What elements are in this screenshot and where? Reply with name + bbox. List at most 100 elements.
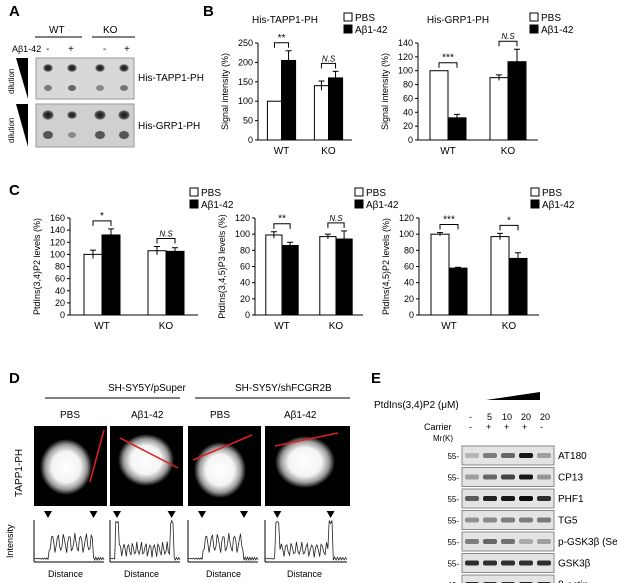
chart2-legend-swatch — [189, 199, 199, 209]
e-blot-band — [501, 560, 515, 566]
e-blots: 55- AT180 55- CP13 55- PHF1 55- TG5 55- p-GSK3β (… — [447, 445, 617, 583]
a-sign-4: + — [124, 44, 130, 55]
d-profiles — [33, 511, 348, 563]
chart2-bar — [101, 234, 121, 316]
e-blot-band — [483, 453, 497, 458]
d-col-1: PBS — [60, 410, 80, 421]
chart3-ylabel: PtdIns(3,4,5)P3 levels (%) — [217, 214, 227, 319]
a-blot-tapp1 — [35, 57, 135, 100]
e-dose-5: 20 — [540, 412, 550, 422]
e-blot-label: TG5 — [558, 516, 578, 527]
chart1-xtick-label: WT — [440, 146, 456, 157]
chart4-bar — [448, 267, 468, 316]
chart3-legend-label: Aβ1-42 — [366, 200, 399, 211]
e-carrier-2: + — [486, 422, 491, 432]
chart3-sig-label: ** — [278, 214, 286, 225]
chart0-bar — [313, 85, 329, 141]
e-blot-mw: 55- — [447, 452, 459, 461]
chart2-ytick-label: 20 — [55, 298, 65, 308]
chart1-legend-swatch — [529, 24, 539, 34]
e-blot-band — [537, 496, 551, 501]
chart3-ytick-label: 0 — [245, 310, 250, 320]
chart2-sig-label: * — [100, 211, 104, 222]
e-dose-4: 20 — [521, 412, 531, 422]
chart0-ytick-label: 150 — [238, 77, 253, 87]
chart4-legend-swatch — [530, 199, 540, 209]
chart2-legend-swatch — [189, 187, 199, 197]
chart2-sig-bracket — [156, 237, 176, 244]
chart1-legend-label: Aβ1-42 — [541, 25, 574, 36]
d-y-label: Intensity — [5, 524, 15, 558]
chart4-sig-label: *** — [443, 215, 455, 226]
d-peak-arrow — [273, 511, 282, 518]
d-col-2: Aβ1-42 — [131, 410, 164, 421]
chart2-ylabel: PtdIns(3,4)P2 levels (%) — [32, 218, 42, 315]
d-peak-arrow — [167, 511, 176, 518]
chart4-legend-label: Aβ1-42 — [542, 200, 575, 211]
chart2-legend-label: PBS — [201, 188, 221, 199]
chart0-legend-swatch — [343, 24, 353, 34]
a-blot-tapp1-dots — [43, 64, 129, 91]
chart1-ylabel: Signal intensity (%) — [380, 53, 390, 130]
chart3-bar — [335, 238, 353, 316]
chart3-xtick-label: WT — [274, 321, 290, 332]
chart1-ytick-label: 100 — [398, 66, 413, 76]
chart4-legend-label: PBS — [542, 188, 562, 199]
chart1-legend-swatch — [529, 12, 539, 22]
e-blot-band — [483, 560, 497, 566]
d-col-3: PBS — [210, 410, 230, 421]
e-blot-band — [483, 539, 497, 544]
chart2-ytick-label: 160 — [50, 213, 65, 223]
chart3-ytick-label: 100 — [235, 229, 250, 239]
chart1-bar — [489, 77, 509, 141]
chart3-ytick-label: 120 — [235, 213, 250, 223]
chart1-bar — [447, 117, 467, 141]
e-blot-band — [537, 474, 551, 480]
chart3-legend-swatch — [354, 187, 364, 197]
a-blot-grp1-dots — [42, 110, 130, 139]
chart3-ytick-label: 60 — [240, 262, 250, 272]
panel-a-letter: A — [9, 3, 20, 20]
chart1-ytick-label: 140 — [398, 38, 413, 48]
e-blot-mw: 40- — [447, 581, 459, 583]
chart0-title: His-TAPP1-PH — [252, 15, 318, 26]
chart2-bar — [147, 250, 167, 316]
chart0-ytick-label: 0 — [248, 135, 253, 145]
chart3-xtick-label: KO — [329, 321, 344, 332]
e-blot-band — [501, 517, 515, 523]
chart3-legend-swatch — [354, 199, 364, 209]
chart0-bar — [328, 77, 344, 141]
e-blot-label: AT180 — [558, 451, 587, 462]
e-carrier-5: - — [540, 422, 543, 432]
e-blot-band — [465, 496, 479, 501]
a-abeta-label: Aβ1-42 — [12, 44, 41, 54]
chart4-ytick-label: 80 — [404, 245, 414, 255]
d-peak-arrow — [89, 511, 98, 518]
chart-c-ptdins345p3: 0 20 40 60 80 100 120 PtdIns(3,4,5)P3 levels (%… — [217, 187, 399, 332]
a-dilution-wedge-2 — [16, 104, 28, 147]
d-profile-trace — [34, 532, 105, 562]
chart1-title: His-GRP1-PH — [427, 15, 489, 26]
a-blot-label-grp1: His-GRP1-PH — [138, 121, 200, 132]
a-blot-grp1 — [35, 103, 135, 148]
e-blot-label: GSK3β — [558, 559, 591, 570]
e-blot-band — [465, 539, 479, 544]
chart3-sig-bracket — [273, 223, 291, 229]
e-blot-band — [519, 517, 533, 523]
e-dose-3: 10 — [502, 412, 512, 422]
chart0-sig-bracket — [320, 62, 337, 69]
e-blot-band — [537, 517, 551, 523]
e-blot-band — [519, 539, 533, 544]
chart4-ylabel: PtdIns(4,5)P2 levels (%) — [381, 218, 391, 315]
chart2-sig-bracket — [92, 220, 112, 226]
chart2-bar — [83, 253, 103, 316]
d-peak-arrow — [198, 511, 206, 518]
chart4-legend-swatch — [530, 187, 540, 197]
chart2-xtick-label: KO — [159, 321, 174, 332]
chart1-bar — [507, 61, 527, 141]
chart0-ytick-label: 200 — [238, 57, 253, 67]
e-blot-band — [501, 496, 515, 501]
e-blot-mw: 55- — [447, 560, 459, 569]
chart3-bar — [281, 244, 299, 316]
d-row-label: TAPP1-PH — [14, 449, 25, 497]
